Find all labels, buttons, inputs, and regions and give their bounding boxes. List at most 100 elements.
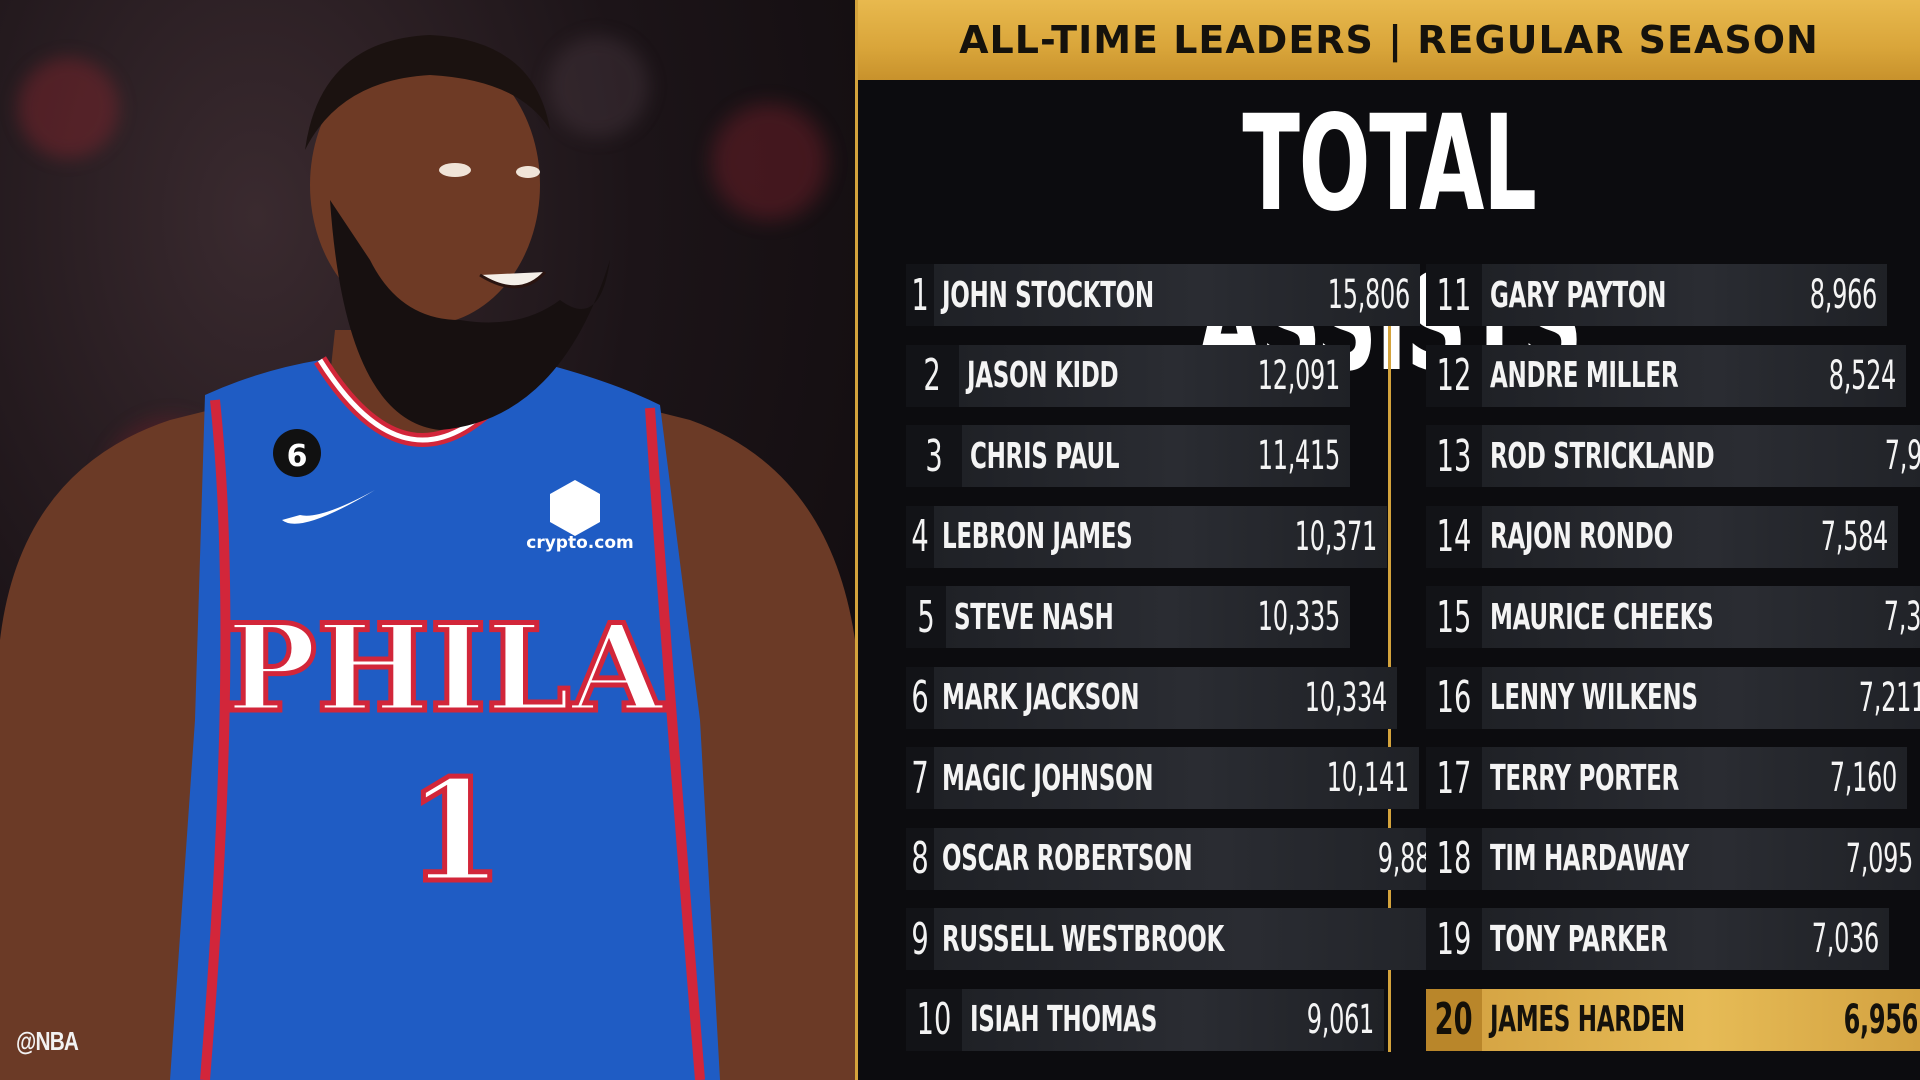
leader-rank-text: 2	[923, 350, 941, 401]
jersey-number: 1	[406, 750, 503, 914]
leader-rank-text: 1	[911, 269, 929, 321]
leader-rank-text: 11	[1436, 269, 1472, 321]
leader-rank: 9	[906, 908, 934, 970]
leader-bar: LENNY WILKENS 7,211	[1482, 666, 1920, 729]
leader-rank: 7	[906, 747, 934, 809]
leader-rank: 2	[906, 344, 959, 407]
leader-name: TONY PARKER	[1490, 918, 1668, 960]
leader-bar: JOHN STOCKTON 15,806	[934, 264, 1420, 326]
leader-row: 8 OSCAR ROBERTSON 9,887	[906, 827, 1456, 890]
leader-rank-text: 20	[1435, 994, 1473, 1045]
jersey-text: PHILA	[226, 598, 665, 739]
jersey-patch-number: 6	[287, 439, 308, 474]
leader-bar: GARY PAYTON 8,966	[1482, 264, 1888, 326]
leader-bar: RUSSELL WESTBROOK9,062	[934, 908, 1505, 970]
leader-rank: 8	[906, 827, 934, 890]
leader-rank-text: 12	[1436, 350, 1472, 401]
leader-name: RUSSELL WESTBROOK	[942, 918, 1225, 960]
leader-name: LENNY WILKENS	[1490, 677, 1698, 718]
leader-name: JOHN STOCKTON	[942, 274, 1154, 316]
leader-assists: 10,141	[1326, 755, 1409, 801]
leader-rank-text: 19	[1436, 913, 1472, 965]
leader-rank: 3	[906, 425, 962, 487]
leader-rank: 1	[906, 264, 934, 326]
leader-rank: 5	[906, 586, 946, 648]
leader-row: 5 STEVE NASH 10,335	[906, 586, 1350, 648]
leader-name: STEVE NASH	[953, 596, 1114, 638]
leader-assists: 7,392	[1883, 594, 1920, 640]
leaders-column-right: 11 GARY PAYTON 8,966 12 ANDRE MILLER 8,524 13 R…	[1426, 264, 1920, 1069]
leader-assists: 10,371	[1294, 513, 1377, 560]
leader-rank-text: 15	[1436, 591, 1472, 643]
leader-rank: 11	[1426, 264, 1482, 326]
leader-bar: CHRIS PAUL 11,415	[961, 425, 1350, 487]
leader-name: TERRY PORTER	[1490, 757, 1679, 799]
leader-name: GARY PAYTON	[1490, 274, 1667, 316]
leader-rank-text: 14	[1436, 511, 1472, 562]
gold-edge-divider	[855, 0, 858, 1080]
leader-assists: 7,211	[1859, 674, 1920, 721]
leader-rank: 15	[1426, 586, 1482, 648]
leader-rank: 13	[1426, 425, 1482, 487]
leader-assists: 12,091	[1257, 352, 1340, 399]
leader-assists: 15,806	[1327, 272, 1410, 318]
leader-name: MAURICE CHEEKS	[1490, 596, 1714, 638]
leader-assists: 7,987	[1885, 433, 1920, 479]
leader-row: 17 TERRY PORTER 7,160	[1426, 747, 1908, 809]
leader-rank-text: 4	[911, 511, 929, 562]
leader-name: MAGIC JOHNSON	[942, 757, 1154, 799]
header-subtitle: ALL-TIME LEADERS | REGULAR SEASON	[959, 18, 1819, 62]
leader-assists: 8,966	[1809, 272, 1878, 318]
player-photo: PHILA 1 6 crypto.com @NBA	[0, 0, 855, 1080]
leader-bar: MAURICE CHEEKS 7,392	[1482, 586, 1920, 648]
leader-row: 10 ISIAH THOMAS 9,061	[906, 988, 1385, 1051]
leader-rank: 12	[1426, 344, 1482, 407]
nike-logo-icon	[282, 490, 375, 524]
leader-rank-text: 8	[911, 833, 929, 884]
leader-assists: 10,334	[1304, 674, 1388, 721]
leader-row: 13 ROD STRICKLAND 7,987	[1426, 425, 1920, 487]
leader-bar: JAMES HARDEN 6,956	[1482, 988, 1920, 1051]
leader-bar: ROD STRICKLAND 7,987	[1482, 425, 1920, 487]
leader-assists: 7,584	[1820, 513, 1888, 560]
leader-row: 12 ANDRE MILLER 8,524	[1426, 344, 1907, 407]
crypto-logo-icon	[550, 480, 600, 536]
leader-row: 6 MARK JACKSON 10,334	[906, 666, 1398, 729]
leader-rank-text: 17	[1436, 752, 1472, 804]
leader-bar: STEVE NASH 10,335	[945, 586, 1350, 648]
leader-assists: 7,036	[1812, 916, 1880, 962]
nba-watermark: @NBA	[16, 1026, 79, 1056]
leader-bar: MAGIC JOHNSON 10,141	[934, 747, 1419, 809]
sponsor-text: crypto.com	[526, 533, 633, 553]
leader-rank: 18	[1426, 827, 1482, 890]
leader-rank-text: 6	[911, 672, 929, 723]
leader-assists: 6,956	[1844, 996, 1919, 1043]
leader-assists: 11,415	[1257, 433, 1340, 479]
leader-bar: LEBRON JAMES 10,371	[934, 505, 1387, 568]
leader-bar: TONY PARKER 7,036	[1482, 908, 1890, 970]
leader-name: OSCAR ROBERTSON	[942, 838, 1193, 879]
leader-row: 15 MAURICE CHEEKS 7,392	[1426, 586, 1920, 648]
leader-assists: 7,160	[1829, 755, 1898, 801]
leader-rank: 4	[906, 505, 934, 568]
leader-assists: 8,524	[1828, 352, 1897, 399]
leader-bar: ISIAH THOMAS 9,061	[962, 988, 1385, 1051]
leader-bar: OSCAR ROBERTSON 9,887	[934, 827, 1456, 890]
header-bar	[858, 0, 1920, 80]
leader-name: LEBRON JAMES	[942, 516, 1133, 557]
leader-bar: ANDRE MILLER 8,524	[1482, 344, 1907, 407]
leader-rank: 10	[906, 988, 962, 1051]
leader-name: JASON KIDD	[966, 355, 1119, 396]
leader-name: ANDRE MILLER	[1490, 355, 1679, 396]
leader-assists: 10,335	[1257, 594, 1340, 640]
leader-row-highlighted: 20 JAMES HARDEN 6,956	[1426, 988, 1920, 1051]
leader-name: RAJON RONDO	[1490, 516, 1673, 557]
leader-rank-text: 7	[911, 752, 929, 804]
leader-name: ISIAH THOMAS	[970, 999, 1157, 1040]
leader-name: ROD STRICKLAND	[1490, 435, 1715, 477]
leader-rank: 6	[906, 666, 934, 729]
leader-rank-text: 3	[925, 430, 943, 482]
leader-rank-text: 13	[1436, 430, 1472, 482]
